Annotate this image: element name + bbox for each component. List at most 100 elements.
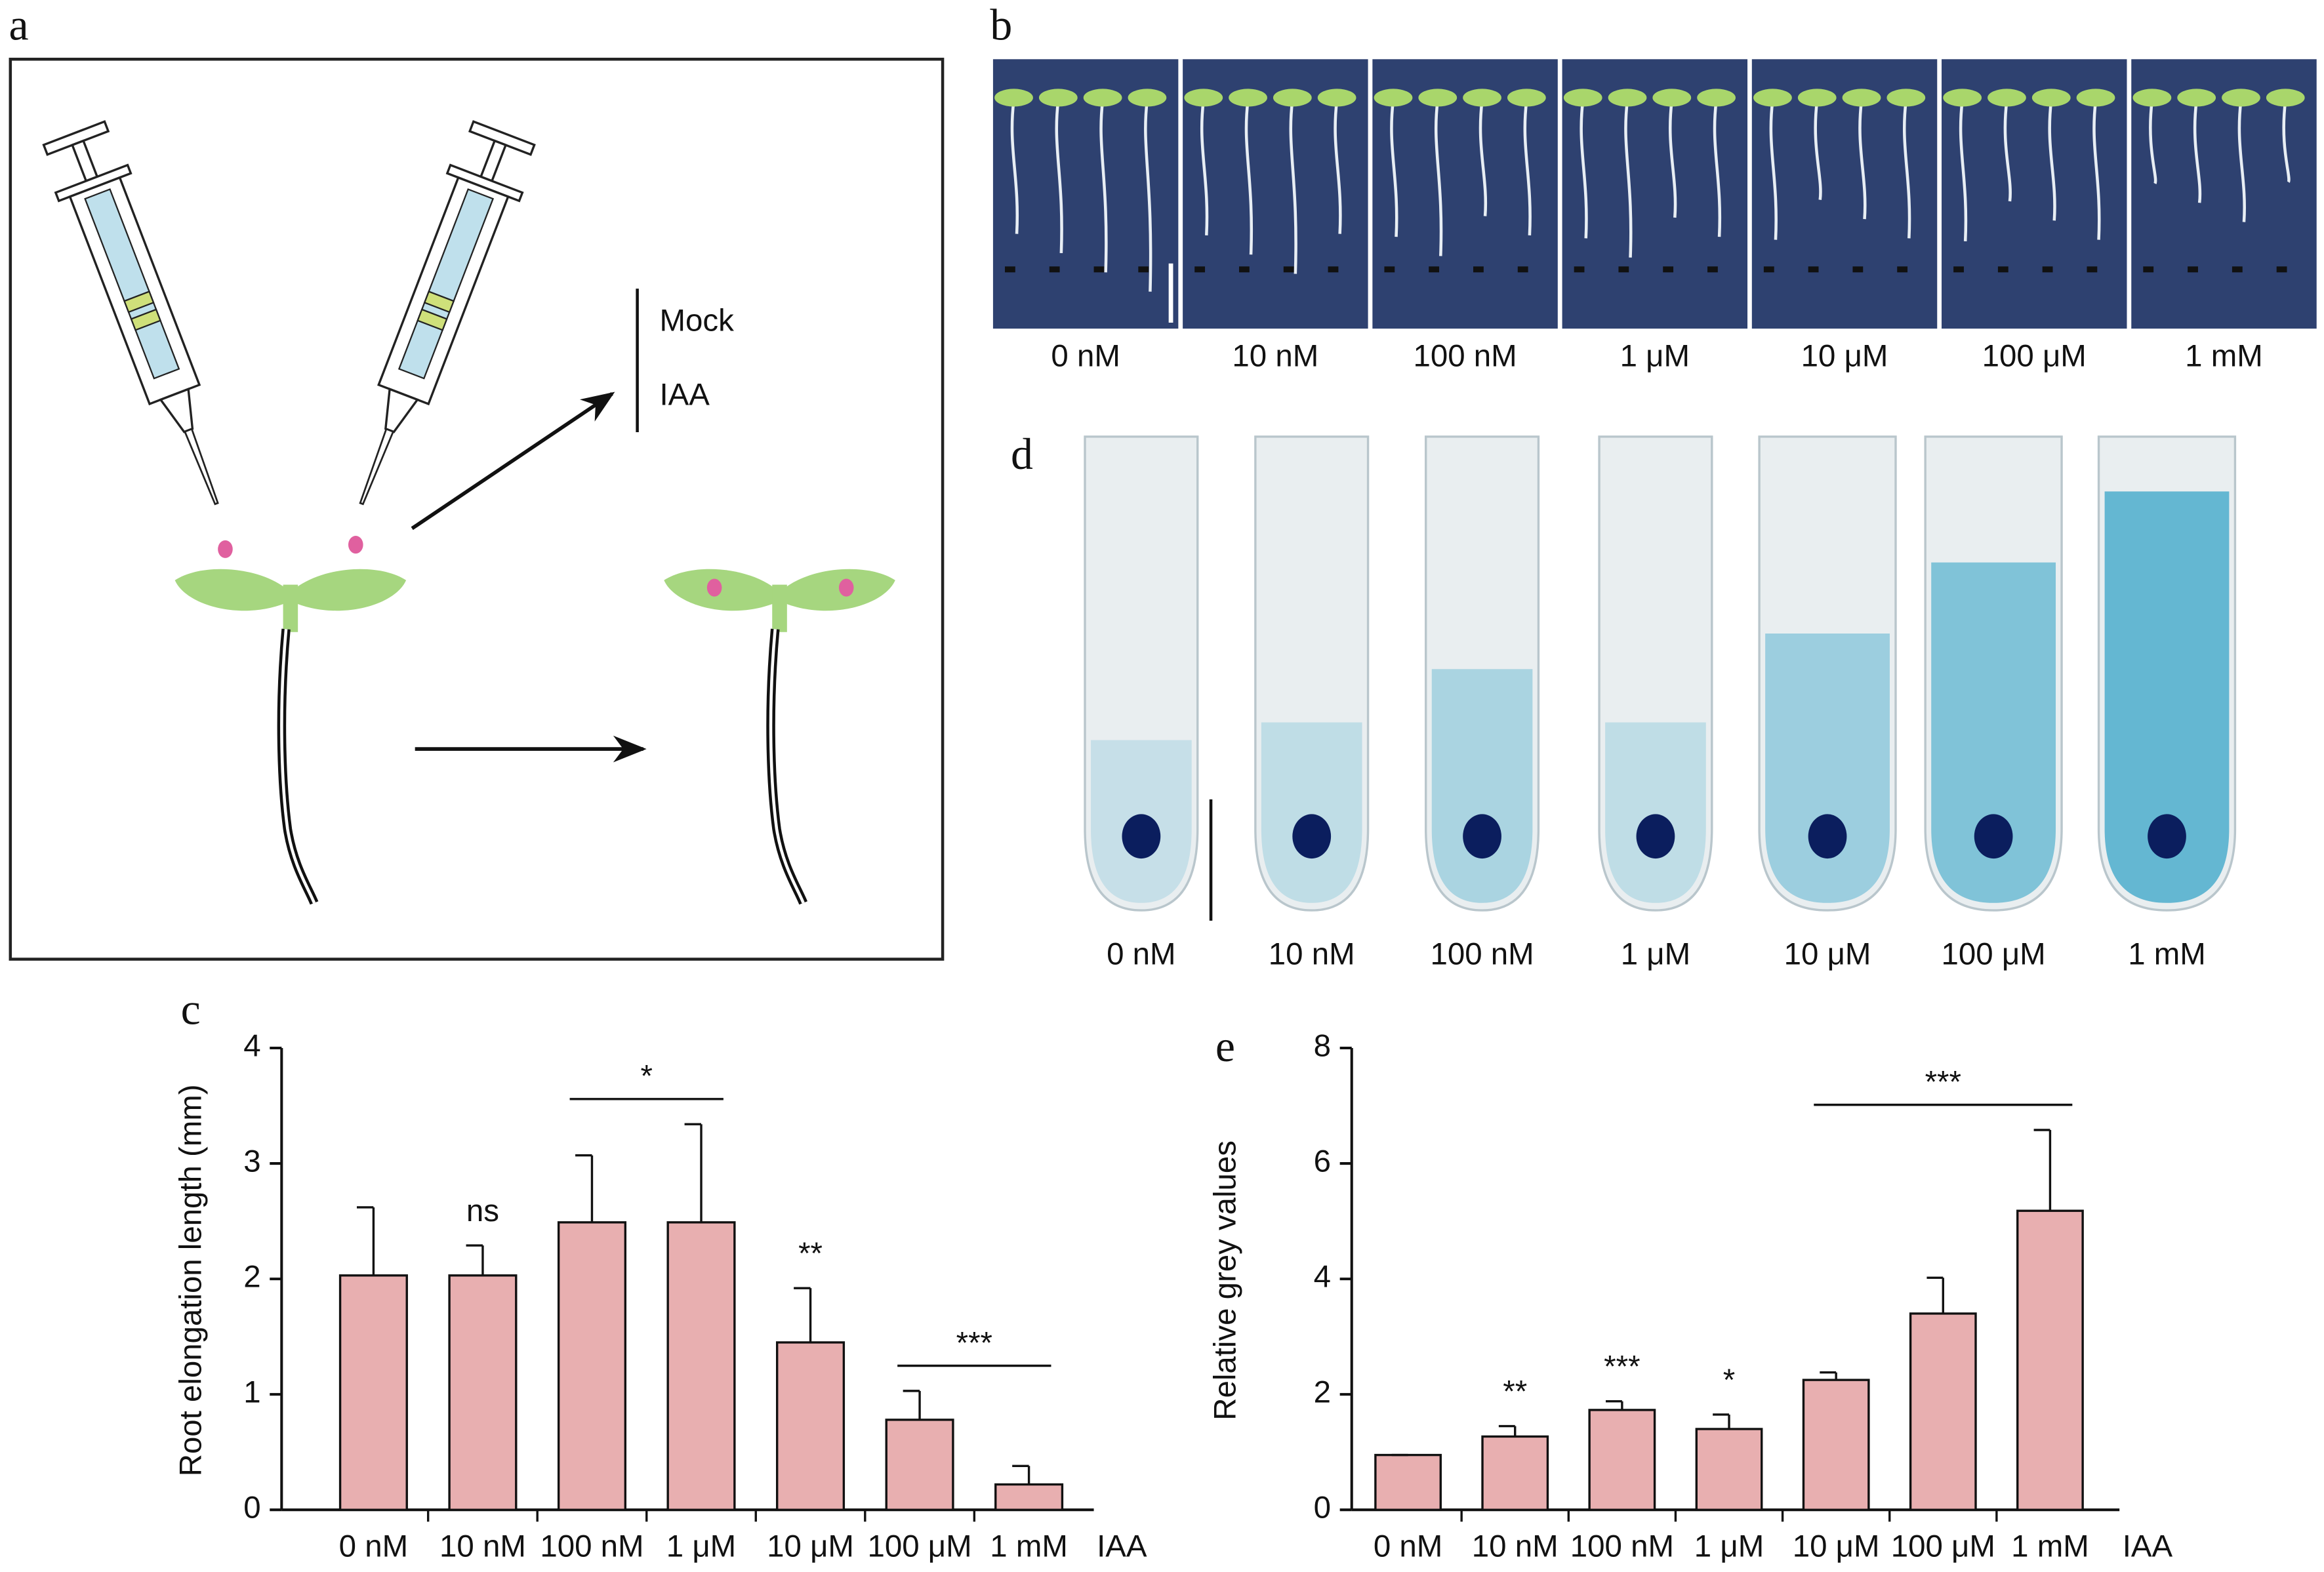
seedling-leaf: [1988, 89, 2026, 107]
seedling-root: [1668, 100, 1677, 218]
marker-dot: [1093, 266, 1105, 273]
seedling-leaf: [1128, 89, 1167, 107]
significance-label: ***: [956, 1325, 992, 1360]
bar-chart: 0 1 2 3 4 Root elongation length (mm) IAA 0 nM 1…: [173, 1029, 1147, 1564]
stem-cell-niche: [1463, 814, 1501, 859]
error-bar: [1498, 1424, 1517, 1437]
seedling-leaf: [1083, 89, 1122, 107]
marker-dot: [1138, 266, 1149, 273]
seedling-photo: 10 μM: [1751, 59, 1938, 374]
y-tick-label: 1: [243, 1375, 260, 1410]
bar: [448, 1274, 518, 1511]
marker-dot: [1707, 266, 1718, 273]
x-tick-label: 100 nM: [540, 1529, 643, 1563]
seedling-leaf: [1418, 89, 1458, 107]
panel-label: d: [1011, 430, 1033, 479]
seedling-photo: 1 μM: [1562, 59, 1748, 374]
bar: [1588, 1409, 1656, 1511]
bar: [1374, 1453, 1442, 1511]
seedling-leaf: [1797, 89, 1837, 107]
image-label: 1 μM: [1621, 937, 1690, 972]
seedling-root: [2003, 100, 2012, 202]
seedling-leaf: [1563, 89, 1602, 107]
image-panels: 0 nM 10 nM 100 nM 1 μM 10 μM 100 μM 1 mM 0 nM 10…: [992, 59, 2317, 972]
root-body: [1598, 435, 1713, 912]
seedling-photo: 100 μM: [1942, 59, 2127, 374]
y-tick-label: 8: [1314, 1029, 1331, 1064]
y-tick-label: 4: [243, 1029, 260, 1064]
x-axis-label: IAA: [2123, 1529, 2173, 1563]
marker-dot: [1328, 266, 1339, 273]
significance-label: ***: [1925, 1065, 1961, 1100]
image-label: 100 nM: [1430, 937, 1534, 972]
error-bar: [466, 1244, 484, 1276]
y-tick-label: 0: [243, 1491, 260, 1525]
seedling-root: [1010, 100, 1019, 234]
diagram-shape: [706, 578, 722, 597]
root-stain: [1931, 562, 2056, 903]
x-tick-label: 10 nM: [1472, 1529, 1559, 1563]
diagram-panel: [9, 58, 945, 961]
marker-dot: [1517, 266, 1528, 273]
error-bar: [575, 1154, 594, 1222]
marker-dot: [1473, 266, 1484, 273]
seedling-leaf: [2177, 89, 2216, 107]
marker-dot: [1283, 266, 1294, 273]
marker-dot: [1808, 266, 1819, 273]
stem-cell-niche: [1122, 814, 1161, 859]
y-tick-label: 6: [1314, 1144, 1331, 1179]
seedling-photo: 10 nM: [1183, 59, 1368, 374]
marker-dot: [1897, 266, 1908, 273]
marker-dot: [2188, 266, 2198, 273]
x-tick-label: 10 nM: [439, 1529, 526, 1563]
seedling-root: [2092, 100, 2101, 240]
marker-dot: [2143, 266, 2154, 273]
legend-label: Mock: [660, 304, 735, 338]
error-bar: [684, 1123, 703, 1222]
error-bar: [356, 1206, 375, 1276]
marker-dot: [2087, 266, 2098, 273]
seedling-leaf: [1463, 89, 1501, 107]
significance-label: *: [1723, 1363, 1735, 1398]
stem-cell-niche: [1292, 814, 1332, 859]
seedling-root: [1334, 100, 1342, 234]
root-stain: [1261, 722, 1362, 903]
panel-label: c: [181, 985, 201, 1034]
x-tick-label: 1 μM: [1694, 1529, 1764, 1563]
x-tick-label: 1 μM: [666, 1529, 736, 1563]
marker-dot: [2276, 266, 2287, 273]
seedling-leaf: [2266, 89, 2305, 107]
error-bar: [1012, 1464, 1030, 1485]
stem-cell-niche: [1974, 814, 2013, 859]
marker-dot: [1238, 266, 1250, 273]
bar: [2016, 1209, 2084, 1511]
seedling-leaf: [1652, 89, 1692, 107]
marker-dot: [2042, 266, 2053, 273]
panel-label: a: [9, 1, 29, 50]
seedling-leaf: [1943, 89, 1982, 107]
seedling-root: [1244, 100, 1254, 255]
significance-label: **: [798, 1236, 823, 1271]
marker-dot: [1997, 266, 2008, 273]
stem-cell-niche: [1808, 814, 1847, 859]
root-image: 0 nM: [1084, 435, 1199, 972]
bar: [994, 1483, 1064, 1511]
seedling-root: [1523, 100, 1532, 235]
seedling-leaf: [1608, 89, 1647, 107]
seedling-root: [1814, 100, 1822, 201]
seedling-leaf: [994, 89, 1033, 107]
stem-cell-niche: [1636, 814, 1675, 859]
seedling-root: [1858, 100, 1867, 220]
legend-label: IAA: [660, 377, 710, 412]
diagram-shape: [838, 578, 854, 597]
bar: [338, 1274, 408, 1511]
error-bar: [903, 1390, 921, 1420]
image-label: 0 nM: [1107, 937, 1175, 972]
image-label: 1 mM: [2128, 937, 2206, 972]
seedling-leaf: [2222, 89, 2260, 107]
seedling-root: [2237, 100, 2246, 222]
significance-label: *: [641, 1059, 653, 1094]
seedling-root: [2282, 100, 2291, 183]
marker-dot: [2232, 266, 2243, 273]
